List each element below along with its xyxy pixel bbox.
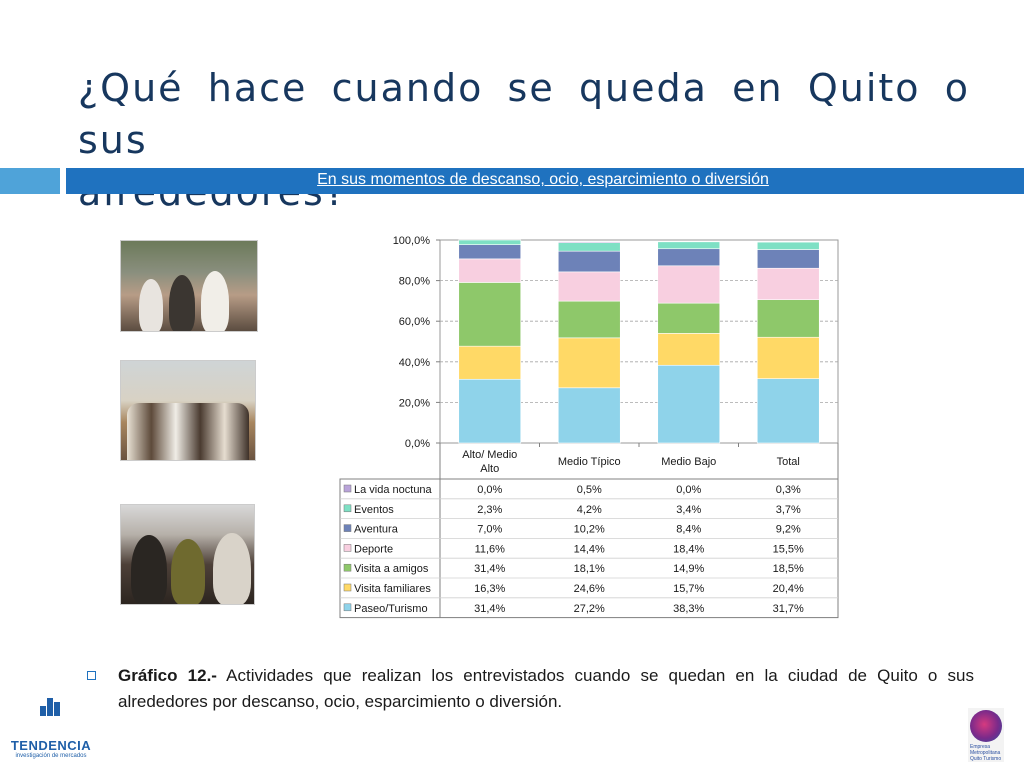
slide-subtitle: En sus momentos de descanso, ocio, espar…: [317, 171, 769, 188]
data-label: 16,3%: [474, 583, 505, 595]
legend-label: Visita familiares: [354, 583, 431, 595]
data-label: 14,4%: [574, 543, 605, 555]
data-label: 4,2%: [577, 504, 602, 516]
data-label: 0,3%: [776, 484, 801, 496]
quito-turismo-logo: Empresa Metropolitana Quito Turismo: [968, 708, 1004, 762]
y-tick-label: 40,0%: [399, 357, 430, 369]
title-line-1: ¿Qué hace cuando se queda en Quito o sus: [78, 66, 970, 162]
data-label: 8,4%: [676, 524, 701, 536]
bar-segment: [557, 241, 621, 243]
data-label: 0,0%: [477, 484, 502, 496]
data-label: 31,4%: [474, 563, 505, 575]
photo-group-viewpoint: [120, 360, 256, 461]
legend-swatch: [343, 544, 352, 552]
y-tick-label: 60,0%: [399, 316, 430, 328]
caption-text: Actividades que realizan los entrevistad…: [118, 666, 974, 711]
photo-group-street: [120, 240, 258, 332]
legend-label: Visita a amigos: [354, 563, 429, 575]
bar-segment: [458, 244, 522, 260]
bar-segment: [557, 271, 621, 302]
bar-segment: [557, 337, 621, 389]
header-band: [66, 168, 1024, 194]
bar-segment: [557, 242, 621, 252]
bar-segment: [756, 378, 820, 444]
header-band-accent: [0, 168, 60, 194]
data-label: 0,5%: [577, 484, 602, 496]
data-label: 18,1%: [574, 563, 605, 575]
data-label: 18,4%: [673, 543, 704, 555]
data-label: 9,2%: [776, 524, 801, 536]
category-label: Total: [777, 456, 800, 468]
data-label: 15,7%: [673, 583, 704, 595]
bar-segment: [557, 250, 621, 273]
photo-group-vehicle: [120, 504, 255, 605]
bullet-marker: [87, 671, 96, 680]
bar-segment: [458, 239, 522, 245]
bar-segment: [657, 302, 721, 334]
y-tick-label: 20,0%: [399, 397, 430, 409]
data-table-frame: [339, 478, 839, 619]
bar-segment: [756, 336, 820, 379]
bar-segment: [756, 267, 820, 300]
legend-label: Eventos: [354, 504, 394, 516]
data-label: 31,4%: [474, 603, 505, 615]
caption-label: Gráfico 12.-: [118, 666, 217, 685]
data-label: 31,7%: [773, 603, 804, 615]
y-tick-label: 0,0%: [405, 438, 430, 450]
bar-segment: [756, 249, 820, 269]
legend-label: La vida noctuna: [354, 484, 433, 496]
logo-tagline: investigación de mercados: [15, 753, 87, 759]
y-tick-label: 80,0%: [399, 276, 430, 288]
bar-segment: [458, 282, 522, 347]
bar-segment: [458, 378, 522, 444]
data-label: 2,3%: [477, 504, 502, 516]
bar-segment: [557, 300, 621, 339]
category-label: Medio Típico: [558, 456, 621, 468]
logo-wordmark: TENDENCIA: [10, 738, 92, 753]
data-label: 11,6%: [475, 543, 506, 555]
data-label: 3,4%: [676, 504, 701, 516]
y-tick-label: 100,0%: [393, 235, 431, 247]
bar-segment: [756, 241, 820, 243]
bar-segment: [756, 241, 820, 250]
bar-segment: [657, 265, 721, 304]
legend-label: Aventura: [354, 524, 399, 536]
chart-caption: Gráfico 12.- Actividades que realizan lo…: [118, 663, 974, 715]
bar-segment: [657, 248, 721, 267]
tendencia-logo: TENDENCIA investigación de mercados: [4, 698, 96, 762]
legend-swatch: [343, 583, 352, 592]
bar-segment: [657, 333, 721, 366]
bar-segment: [657, 364, 721, 444]
data-label: 10,2%: [574, 524, 605, 536]
bar-segment: [458, 258, 522, 283]
data-label: 24,6%: [574, 583, 605, 595]
data-label: 14,9%: [673, 563, 704, 575]
data-label: 38,3%: [673, 603, 704, 615]
data-label: 20,4%: [773, 583, 804, 595]
data-label: 27,2%: [574, 603, 605, 615]
legend-swatch: [343, 504, 352, 513]
quito-turismo-emblem-icon: [970, 710, 1002, 742]
legend-label: Paseo/Turismo: [354, 603, 428, 615]
legend-swatch: [343, 563, 352, 572]
data-label: 15,5%: [773, 543, 804, 555]
data-label: 0,0%: [676, 484, 701, 496]
category-label: Medio Bajo: [661, 456, 716, 468]
bar-segment: [557, 387, 621, 444]
data-label: 7,0%: [477, 524, 502, 536]
bar-segment: [458, 345, 522, 380]
legend-swatch: [343, 484, 352, 493]
legend-swatch: [343, 524, 352, 532]
bar-segment: [657, 241, 721, 250]
bar-segment: [756, 299, 820, 338]
legend-swatch: [343, 603, 352, 612]
category-label: Alto/ Medio Alto: [462, 449, 517, 475]
data-label: 3,7%: [776, 504, 801, 516]
data-label: 18,5%: [773, 563, 804, 575]
quito-turismo-wordmark: Empresa Metropolitana Quito Turismo: [970, 744, 1002, 762]
legend-label: Deporte: [354, 543, 393, 555]
